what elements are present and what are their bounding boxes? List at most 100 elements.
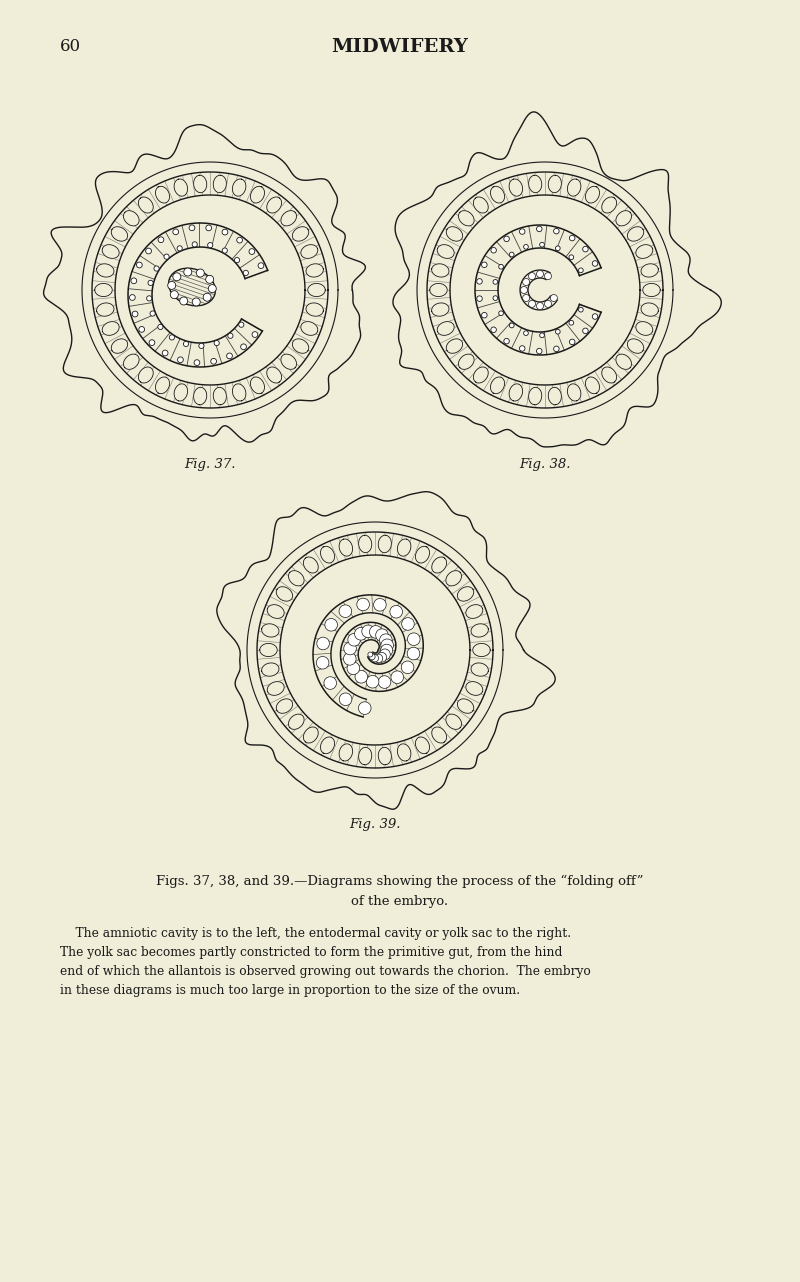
Polygon shape (301, 322, 318, 336)
Polygon shape (602, 367, 617, 383)
Circle shape (208, 285, 216, 292)
Circle shape (150, 312, 155, 317)
Circle shape (545, 273, 551, 279)
Circle shape (325, 618, 338, 631)
Polygon shape (339, 744, 353, 762)
Circle shape (379, 633, 392, 646)
Circle shape (199, 344, 204, 349)
Circle shape (366, 676, 379, 688)
Circle shape (510, 323, 514, 328)
Polygon shape (174, 383, 187, 401)
Polygon shape (262, 624, 279, 637)
Circle shape (377, 653, 386, 662)
Text: Fig. 39.: Fig. 39. (350, 818, 401, 831)
Polygon shape (458, 699, 474, 713)
Circle shape (173, 229, 178, 235)
Circle shape (381, 645, 393, 656)
Circle shape (162, 350, 168, 356)
Circle shape (493, 279, 498, 285)
Circle shape (407, 647, 420, 660)
Circle shape (258, 263, 264, 268)
Circle shape (378, 676, 391, 688)
Circle shape (149, 340, 155, 346)
Text: in these diagrams is much too large in proportion to the size of the ovum.: in these diagrams is much too large in p… (60, 985, 520, 997)
Polygon shape (97, 264, 114, 277)
Circle shape (540, 333, 544, 337)
Polygon shape (586, 377, 599, 394)
Polygon shape (94, 283, 112, 296)
Polygon shape (260, 644, 278, 656)
Circle shape (524, 331, 528, 336)
Circle shape (522, 295, 530, 301)
Circle shape (348, 633, 361, 646)
Circle shape (252, 332, 258, 337)
Polygon shape (155, 377, 170, 394)
Circle shape (158, 237, 164, 242)
Polygon shape (194, 176, 206, 192)
Circle shape (504, 236, 510, 241)
Circle shape (371, 655, 378, 662)
Circle shape (550, 295, 558, 301)
Polygon shape (471, 663, 488, 676)
Polygon shape (214, 387, 226, 405)
Polygon shape (276, 699, 293, 713)
Polygon shape (458, 354, 474, 369)
Circle shape (192, 242, 198, 247)
Circle shape (570, 340, 575, 345)
Text: The amniotic cavity is to the left, the entodermal cavity or yolk sac to the rig: The amniotic cavity is to the left, the … (60, 927, 571, 940)
Polygon shape (432, 556, 446, 573)
Circle shape (214, 341, 219, 346)
Circle shape (130, 295, 135, 300)
Polygon shape (321, 737, 334, 754)
Circle shape (234, 258, 240, 263)
Polygon shape (520, 271, 558, 310)
Circle shape (402, 618, 414, 631)
Circle shape (139, 327, 145, 332)
Circle shape (357, 599, 370, 610)
Circle shape (498, 264, 503, 269)
Circle shape (491, 327, 496, 332)
Polygon shape (292, 338, 309, 354)
Polygon shape (446, 227, 462, 241)
Circle shape (529, 300, 535, 308)
Polygon shape (250, 377, 265, 394)
Circle shape (192, 297, 200, 306)
Polygon shape (466, 682, 482, 695)
Circle shape (173, 273, 181, 281)
Circle shape (183, 341, 189, 346)
Polygon shape (289, 570, 304, 586)
Circle shape (537, 349, 542, 354)
Circle shape (170, 335, 174, 340)
Polygon shape (111, 227, 128, 241)
Polygon shape (111, 338, 128, 354)
Polygon shape (102, 322, 119, 336)
Polygon shape (642, 283, 660, 296)
Circle shape (354, 627, 367, 640)
Polygon shape (529, 176, 542, 192)
Circle shape (316, 656, 329, 669)
Polygon shape (102, 245, 119, 259)
Text: end of which the allantois is observed growing out towards the chorion.  The emb: end of which the allantois is observed g… (60, 965, 590, 978)
Polygon shape (281, 354, 297, 369)
Circle shape (554, 228, 559, 233)
Circle shape (522, 278, 530, 286)
Circle shape (208, 242, 213, 247)
Polygon shape (627, 338, 644, 354)
Polygon shape (233, 383, 246, 401)
Circle shape (376, 629, 388, 641)
Circle shape (381, 638, 394, 651)
Circle shape (569, 320, 574, 326)
Circle shape (555, 329, 560, 335)
Circle shape (578, 308, 583, 312)
Circle shape (554, 346, 559, 351)
Circle shape (369, 654, 375, 660)
Circle shape (243, 271, 249, 276)
Circle shape (477, 296, 482, 301)
Polygon shape (636, 322, 653, 336)
Circle shape (407, 633, 420, 646)
Polygon shape (303, 556, 318, 573)
Polygon shape (123, 354, 139, 369)
Circle shape (137, 262, 142, 268)
Polygon shape (267, 682, 284, 695)
Circle shape (146, 249, 151, 254)
